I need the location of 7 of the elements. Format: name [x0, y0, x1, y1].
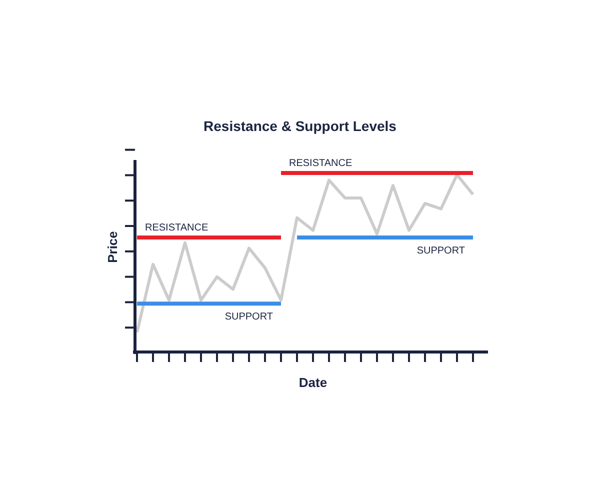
x-axis-title: Date — [298, 375, 328, 390]
y-axis-title: Price — [105, 231, 120, 263]
chart-title: Resistance & Support Levels — [204, 118, 397, 134]
series-label: SUPPORT — [224, 312, 273, 323]
series-label: SUPPORT — [416, 245, 465, 256]
series-label: RESISTANCE — [145, 222, 208, 234]
series-label: RESISTANCE — [289, 158, 352, 169]
